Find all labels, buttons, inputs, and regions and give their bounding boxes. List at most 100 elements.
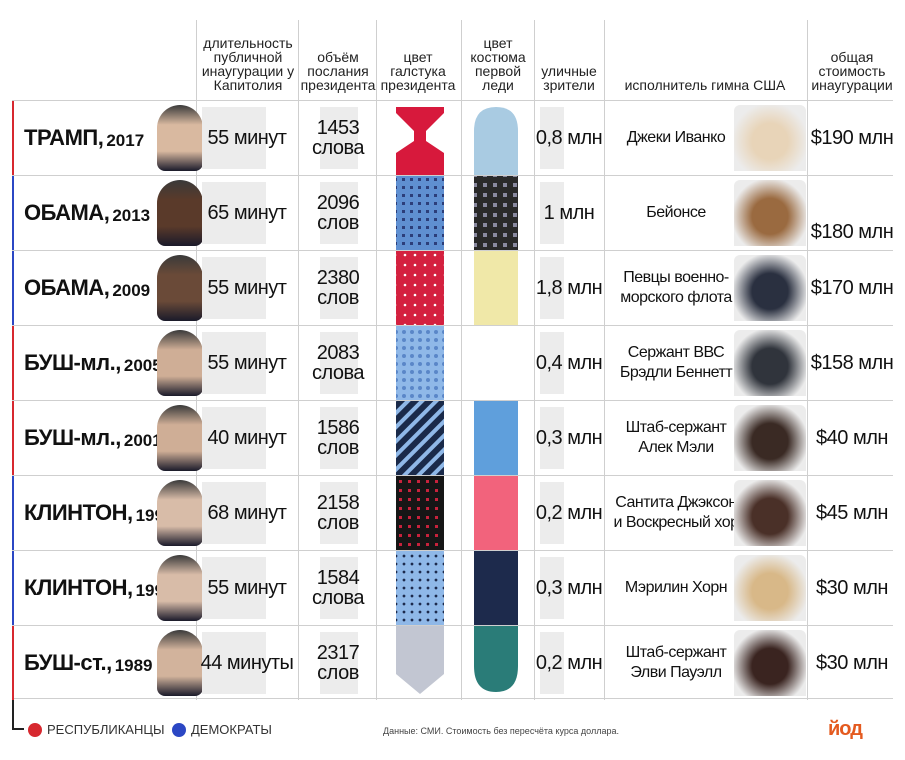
inauguration-cost: $190 млн xyxy=(810,127,894,149)
speech-words: 2096 xyxy=(316,192,360,214)
duration-value: 40 минут xyxy=(207,427,287,449)
duration-shade xyxy=(202,557,266,619)
viewers-shade xyxy=(540,182,564,244)
viewers-shade xyxy=(540,332,564,394)
speech-shade xyxy=(320,182,358,244)
party-bar xyxy=(12,326,14,400)
speech-words: 2083 xyxy=(316,342,360,364)
president-name: ОБАМА, xyxy=(24,275,110,300)
performer-photo xyxy=(734,330,806,396)
president-name: КЛИНТОН, xyxy=(24,575,133,600)
performer-photo xyxy=(734,255,806,321)
viewers-shade xyxy=(540,257,564,319)
duration-value: 55 минут xyxy=(207,277,287,299)
party-bar xyxy=(12,476,14,550)
speech-shade xyxy=(320,107,358,169)
speech-volume: 2317 слов xyxy=(300,626,376,700)
president-name: БУШ-ст., xyxy=(24,650,112,675)
legend-dem-label: ДЕМОКРАТЫ xyxy=(191,722,272,737)
inauguration-year: 1989 xyxy=(114,655,153,675)
duration-shade xyxy=(202,332,266,394)
viewers-value: 0,4 млн xyxy=(535,352,603,374)
table-row: ОБАМА, 2013 65 минут 2096 слов 1 млн Бей… xyxy=(12,175,894,250)
speech-unit: слов xyxy=(317,287,359,309)
speech-shade xyxy=(320,482,358,544)
table-row: ОБАМА, 2009 55 минут 2380 слов 1,8 млн П… xyxy=(12,250,894,325)
speech-words: 1453 xyxy=(316,117,360,139)
viewers-shade xyxy=(540,482,564,544)
column-divider xyxy=(604,20,605,700)
viewers-value: 1,8 млн xyxy=(535,277,603,299)
anthem-performer: Сержант ВВС Брэдли Беннетт xyxy=(619,344,733,381)
viewers-value: 0,3 млн xyxy=(535,577,603,599)
inauguration-year: 2013 xyxy=(112,205,151,225)
table-row: ТРАМП, 2017 55 минут 1453 слова 0,8 млн … xyxy=(12,100,894,175)
republican-dot-icon xyxy=(28,722,42,737)
header-suit: цвет костюма первой леди xyxy=(470,35,526,93)
header-tie: цвет галстука президента xyxy=(380,49,456,93)
viewers-shade xyxy=(540,407,564,469)
legend-rep-label: РЕСПУБЛИКАНЦЫ xyxy=(47,722,165,737)
president-portrait xyxy=(157,180,203,246)
viewers-value: 1 млн xyxy=(543,202,595,224)
inauguration-cost: $180 млн xyxy=(810,221,894,243)
inauguration-cost: $158 млн xyxy=(810,352,894,374)
table-row: КЛИНТОН, 1997 68 минут 2158 слов 0,2 млн… xyxy=(12,475,893,550)
party-bar xyxy=(12,101,14,175)
speech-unit: слова xyxy=(311,137,365,159)
duration-shade xyxy=(202,257,266,319)
header-speech: объём послания президента xyxy=(300,49,376,93)
inauguration-year: 2001 xyxy=(123,430,162,450)
anthem-performer: Бейонсе xyxy=(646,204,706,221)
legend-republicans: РЕСПУБЛИКАНЦЫ xyxy=(28,722,165,737)
viewers-value: 0,8 млн xyxy=(535,127,603,149)
party-bar xyxy=(12,401,14,475)
column-divider xyxy=(807,20,808,700)
president-label: БУШ-мл., 2005 xyxy=(24,326,174,400)
duration-shade xyxy=(202,632,266,694)
inauguration-year: 2009 xyxy=(112,280,151,300)
inauguration-year: 2005 xyxy=(123,355,162,375)
performer-photo xyxy=(734,180,806,246)
performer-photo xyxy=(734,405,806,471)
performer-photo xyxy=(734,105,806,171)
speech-shade xyxy=(320,557,358,619)
president-portrait xyxy=(157,480,203,546)
speech-words: 2158 xyxy=(316,492,360,514)
header-viewers: уличные зрители xyxy=(541,63,597,93)
president-name: ТРАМП, xyxy=(24,125,104,150)
inauguration-cost: $30 млн xyxy=(816,652,888,674)
speech-volume: 1586 слов xyxy=(300,401,376,475)
speech-volume: 1584 слова xyxy=(300,551,376,625)
column-divider xyxy=(298,20,299,700)
anthem-performer: Мэрилин Хорн xyxy=(624,579,728,596)
yod-logo: йод xyxy=(828,718,863,740)
inauguration-year: 2017 xyxy=(106,130,145,150)
president-portrait xyxy=(157,255,203,321)
speech-volume: 2096 слов xyxy=(300,176,376,250)
anthem-performer: Джеки Иванко xyxy=(626,129,726,146)
duration-value: 55 минут xyxy=(207,127,287,149)
president-portrait xyxy=(157,630,203,696)
duration-shade xyxy=(202,107,266,169)
president-label: КЛИНТОН, 1993 xyxy=(24,551,174,625)
president-name: БУШ-мл., xyxy=(24,425,121,450)
column-divider xyxy=(534,20,535,700)
viewers-value: 0,3 млн xyxy=(535,427,603,449)
speech-shade xyxy=(320,332,358,394)
inauguration-cost: $30 млн xyxy=(816,577,888,599)
performer-photo xyxy=(734,555,806,621)
president-portrait xyxy=(157,555,203,621)
inauguration-cost: $170 млн xyxy=(810,277,894,299)
speech-unit: слов xyxy=(317,437,359,459)
inauguration-cost: $45 млн xyxy=(816,502,888,524)
legend-bracket xyxy=(12,700,24,730)
party-bar xyxy=(12,626,14,700)
column-divider xyxy=(376,20,377,700)
duration-value: 65 минут xyxy=(207,202,287,224)
duration-value: 44 минуты xyxy=(200,652,294,674)
president-name: ОБАМА, xyxy=(24,200,110,225)
viewers-value: 0,2 млн xyxy=(535,652,603,674)
duration-value: 55 минут xyxy=(207,577,287,599)
viewers-shade xyxy=(540,632,564,694)
